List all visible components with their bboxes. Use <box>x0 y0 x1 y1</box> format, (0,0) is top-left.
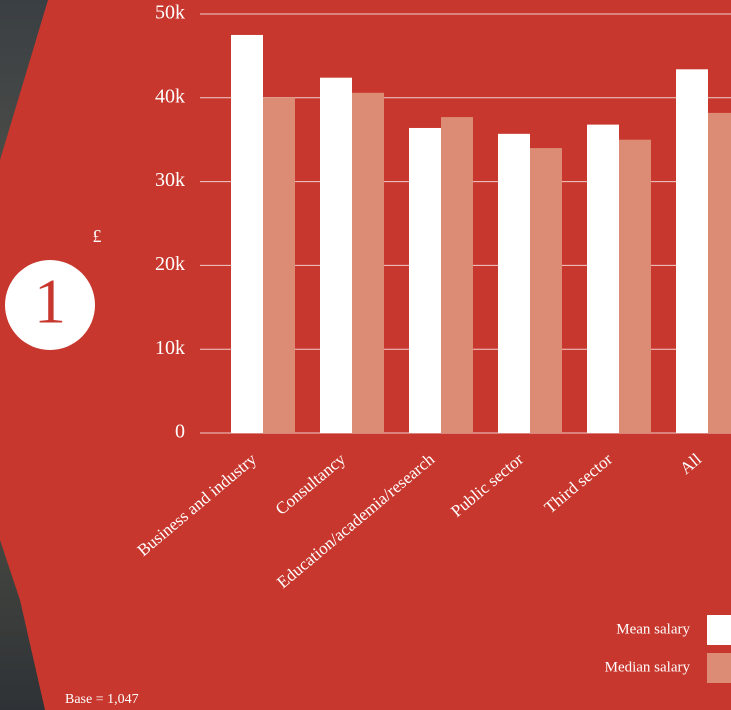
bar <box>409 127 441 433</box>
bar <box>352 92 384 433</box>
bar <box>530 148 562 433</box>
legend-swatch <box>707 653 731 683</box>
y-axis-label: £ <box>93 226 102 246</box>
bar <box>263 97 295 434</box>
y-tick-label: 10k <box>155 337 185 359</box>
bar <box>231 34 263 433</box>
badge-circle <box>5 260 95 350</box>
badge: 1 <box>34 266 66 337</box>
bar <box>441 117 473 433</box>
bar <box>587 124 619 433</box>
bar <box>320 77 352 434</box>
bar <box>708 112 731 433</box>
y-tick-label: 20k <box>155 253 185 275</box>
bar <box>498 133 530 434</box>
y-tick-label: 0 <box>175 421 185 443</box>
legend-label: Mean salary <box>616 621 690 637</box>
note: Base = 1,047 <box>65 692 139 707</box>
bar <box>619 139 651 433</box>
bar <box>676 69 708 434</box>
y-tick-label: 50k <box>155 2 185 24</box>
legend-label: Median salary <box>605 659 691 675</box>
y-tick-label: 40k <box>155 85 185 107</box>
y-tick-label: 30k <box>155 169 185 191</box>
legend-swatch <box>707 615 731 645</box>
